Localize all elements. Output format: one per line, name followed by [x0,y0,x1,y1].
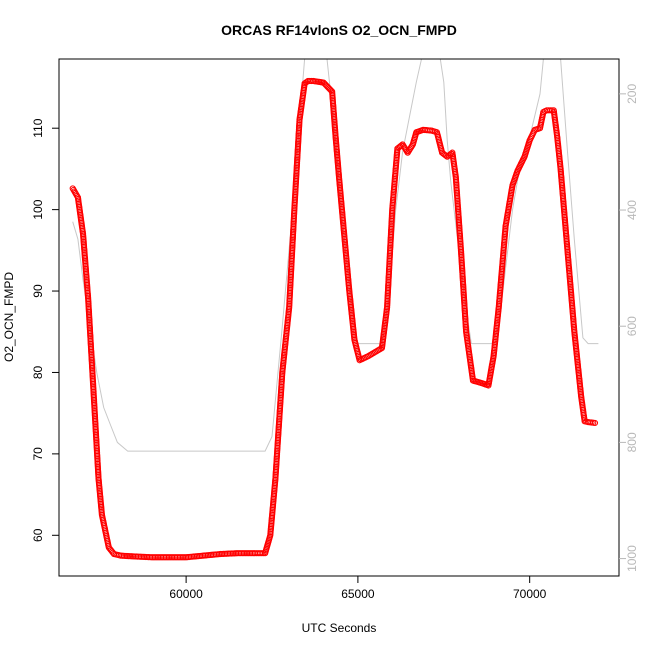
x-tick-label: 60000 [169,587,203,601]
data-point [303,78,311,85]
x-axis-title: UTC Seconds [302,621,377,635]
y-tick-label: 100 [31,199,45,219]
y-tick-label: 80 [31,365,45,379]
y-tick-label: 70 [31,447,45,461]
y2-tick-label: 1000 [625,545,639,572]
y2-tick-label: 200 [625,84,639,104]
data-point [547,107,554,114]
y-axis: 60 70 80 90 100 110 [31,118,59,542]
x-tick-label: 70000 [513,587,547,601]
x-axis: 60000 65000 70000 [169,576,547,601]
plot-frame [58,58,620,577]
y-axis-title: O2_OCN_FMPD [2,272,16,362]
data-point [258,550,265,557]
data-point [398,142,405,149]
y2-tick-label: 600 [625,316,639,336]
y2-tick-label: 400 [625,200,639,220]
y-tick-label: 90 [31,284,45,298]
y-tick-label: 110 [31,118,45,137]
secondary-y-axis: 200 400 600 800 1000 [619,84,639,572]
data-point [591,419,599,427]
data-point [442,152,450,159]
chart-title: ORCAS RF14vlonS O2_OCN_FMPD [221,22,457,38]
primary-series [69,77,599,561]
x-tick-label: 65000 [341,587,375,601]
y2-tick-label: 800 [625,432,639,452]
data-point [308,77,315,85]
y-tick-label: 60 [31,528,45,542]
